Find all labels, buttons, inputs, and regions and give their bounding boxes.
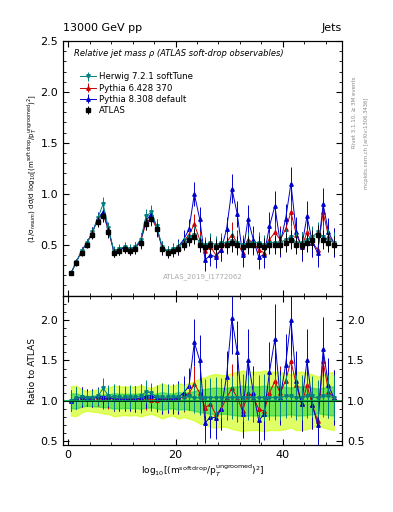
Y-axis label: (1/σ$_{resum}$) dσ/d log$_{10}$[(m$^{\rm soft\,drop}$/p$_T^{\rm ungroomed}$)$^2$: (1/σ$_{resum}$) dσ/d log$_{10}$[(m$^{\rm… <box>25 94 39 243</box>
Text: ATLAS_2019_I1772062: ATLAS_2019_I1772062 <box>163 273 242 281</box>
Text: mcplots.cern.ch [arXiv:1306.3436]: mcplots.cern.ch [arXiv:1306.3436] <box>364 98 369 189</box>
Y-axis label: Ratio to ATLAS: Ratio to ATLAS <box>28 337 37 403</box>
Text: Jets: Jets <box>321 23 342 33</box>
Legend: Herwig 7.2.1 softTune, Pythia 6.428 370, Pythia 8.308 default, ATLAS: Herwig 7.2.1 softTune, Pythia 6.428 370,… <box>78 71 195 117</box>
Text: Relative jet mass ρ (ATLAS soft-drop observables): Relative jet mass ρ (ATLAS soft-drop obs… <box>74 49 284 58</box>
Text: Rivet 3.1.10, ≥ 3M events: Rivet 3.1.10, ≥ 3M events <box>352 77 357 148</box>
Text: 13000 GeV pp: 13000 GeV pp <box>63 23 142 33</box>
X-axis label: log$_{10}$[(m$^{\rm soft\,drop}$/p$_T^{\rm ungroomed}$)$^2$]: log$_{10}$[(m$^{\rm soft\,drop}$/p$_T^{\… <box>141 463 264 479</box>
